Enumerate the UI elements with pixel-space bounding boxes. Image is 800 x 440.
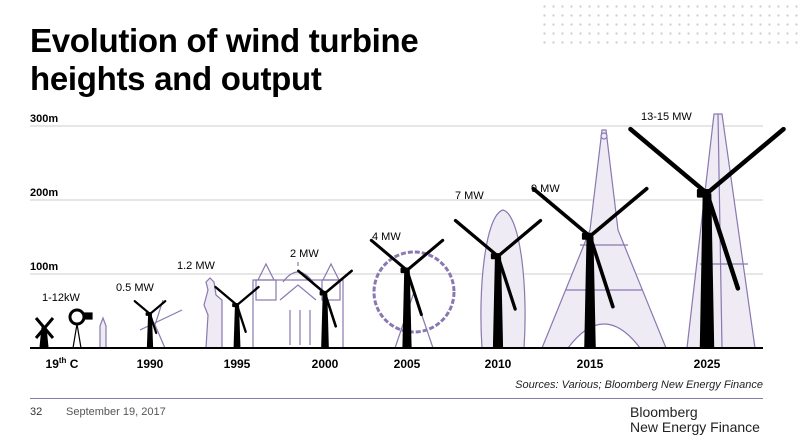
turbine-blade bbox=[133, 300, 152, 316]
output-label: 9 MW bbox=[531, 183, 560, 195]
small-spire bbox=[99, 316, 107, 349]
turbine-blade bbox=[704, 126, 786, 196]
output-label: 13-15 MW bbox=[641, 111, 692, 123]
turbine-2025 bbox=[628, 126, 786, 348]
airplane bbox=[139, 299, 183, 349]
turbine-blade bbox=[496, 218, 543, 258]
turbine-blade bbox=[214, 285, 239, 307]
title-line-1: Evolution of wind turbine bbox=[30, 22, 419, 59]
brand-line-2: New Energy Finance bbox=[630, 419, 760, 435]
turbine-blade bbox=[588, 234, 615, 309]
turbine-tower bbox=[321, 293, 329, 348]
turbine-blade bbox=[704, 191, 741, 291]
turbine-nacelle bbox=[319, 290, 327, 296]
y-tick-label: 300m bbox=[30, 113, 58, 125]
footer-divider bbox=[30, 398, 763, 399]
turbine-1990 bbox=[133, 300, 167, 348]
turbine-blade bbox=[453, 218, 500, 258]
turbine-blade bbox=[148, 300, 167, 316]
x-tick-label: 2000 bbox=[312, 357, 339, 371]
turbine-tower bbox=[233, 305, 241, 348]
turbine-blade bbox=[235, 285, 260, 307]
x-tick-label: 2005 bbox=[394, 357, 421, 371]
output-label: 7 MW bbox=[455, 190, 484, 202]
y-tick-label: 100m bbox=[30, 261, 58, 273]
turbine-1995 bbox=[214, 285, 260, 348]
x-tick-label: 19th C bbox=[46, 356, 79, 371]
x-tick-label: 1995 bbox=[224, 357, 251, 371]
turbine-blade bbox=[369, 238, 409, 272]
windmill bbox=[34, 317, 55, 349]
page-title: Evolution of wind turbine heights and ou… bbox=[30, 22, 419, 98]
turbine-nacelle bbox=[581, 232, 593, 240]
output-label: 1-12kW bbox=[42, 292, 81, 304]
output-label: 2 MW bbox=[290, 248, 319, 260]
output-label: 0.5 MW bbox=[116, 282, 155, 294]
turbine-tower bbox=[402, 270, 412, 348]
turbine-blade bbox=[588, 186, 649, 239]
turbine-blade bbox=[531, 186, 592, 239]
turbine-2005 bbox=[369, 238, 445, 348]
turbine-blade bbox=[405, 268, 423, 317]
turbine-nacelle bbox=[145, 312, 152, 316]
x-tick-label: 2015 bbox=[577, 357, 604, 371]
brand-line-1: Bloomberg bbox=[630, 404, 698, 420]
output-label: 1.2 MW bbox=[177, 260, 216, 272]
turbine-blade bbox=[148, 312, 158, 335]
turbine-tower bbox=[699, 193, 715, 348]
eiffel-tower bbox=[541, 129, 667, 349]
brand-logo: Bloomberg New Energy Finance bbox=[630, 405, 760, 435]
turbine-2010 bbox=[453, 218, 543, 348]
turbine-2000 bbox=[297, 269, 353, 348]
x-tick-label: 1990 bbox=[137, 357, 164, 371]
turbine-blade bbox=[323, 269, 353, 295]
source-note: Sources: Various; Bloomberg New Energy F… bbox=[515, 379, 763, 391]
wind-pump bbox=[68, 308, 93, 349]
turbine-tower bbox=[492, 256, 504, 348]
turbine-tower bbox=[146, 313, 154, 348]
turbine-2015 bbox=[531, 186, 649, 348]
turbine-nacelle bbox=[400, 267, 409, 274]
turbine-nacelle bbox=[232, 303, 239, 308]
turbine-tower bbox=[584, 236, 596, 348]
turbine-blade bbox=[323, 291, 338, 328]
dot-pattern-decoration bbox=[540, 2, 800, 46]
turbine-blade bbox=[235, 303, 247, 333]
turbine-blade bbox=[297, 269, 327, 295]
the-gherkin bbox=[480, 209, 526, 349]
turbine-nacelle bbox=[490, 253, 501, 260]
turbine-blade bbox=[496, 254, 517, 311]
y-tick-label: 200m bbox=[30, 187, 58, 199]
title-line-2: heights and output bbox=[30, 60, 322, 97]
turbine-blade bbox=[405, 238, 445, 272]
output-label: 4 MW bbox=[372, 231, 401, 243]
statue-of-liberty bbox=[203, 277, 223, 349]
date: September 19, 2017 bbox=[66, 406, 166, 418]
turbine-blade bbox=[628, 126, 710, 196]
x-tick-label: 2025 bbox=[694, 357, 721, 371]
london-eye bbox=[372, 250, 456, 349]
turbine-nacelle bbox=[696, 189, 710, 198]
x-tick-label: 2010 bbox=[485, 357, 512, 371]
page-number: 32 bbox=[30, 406, 43, 418]
